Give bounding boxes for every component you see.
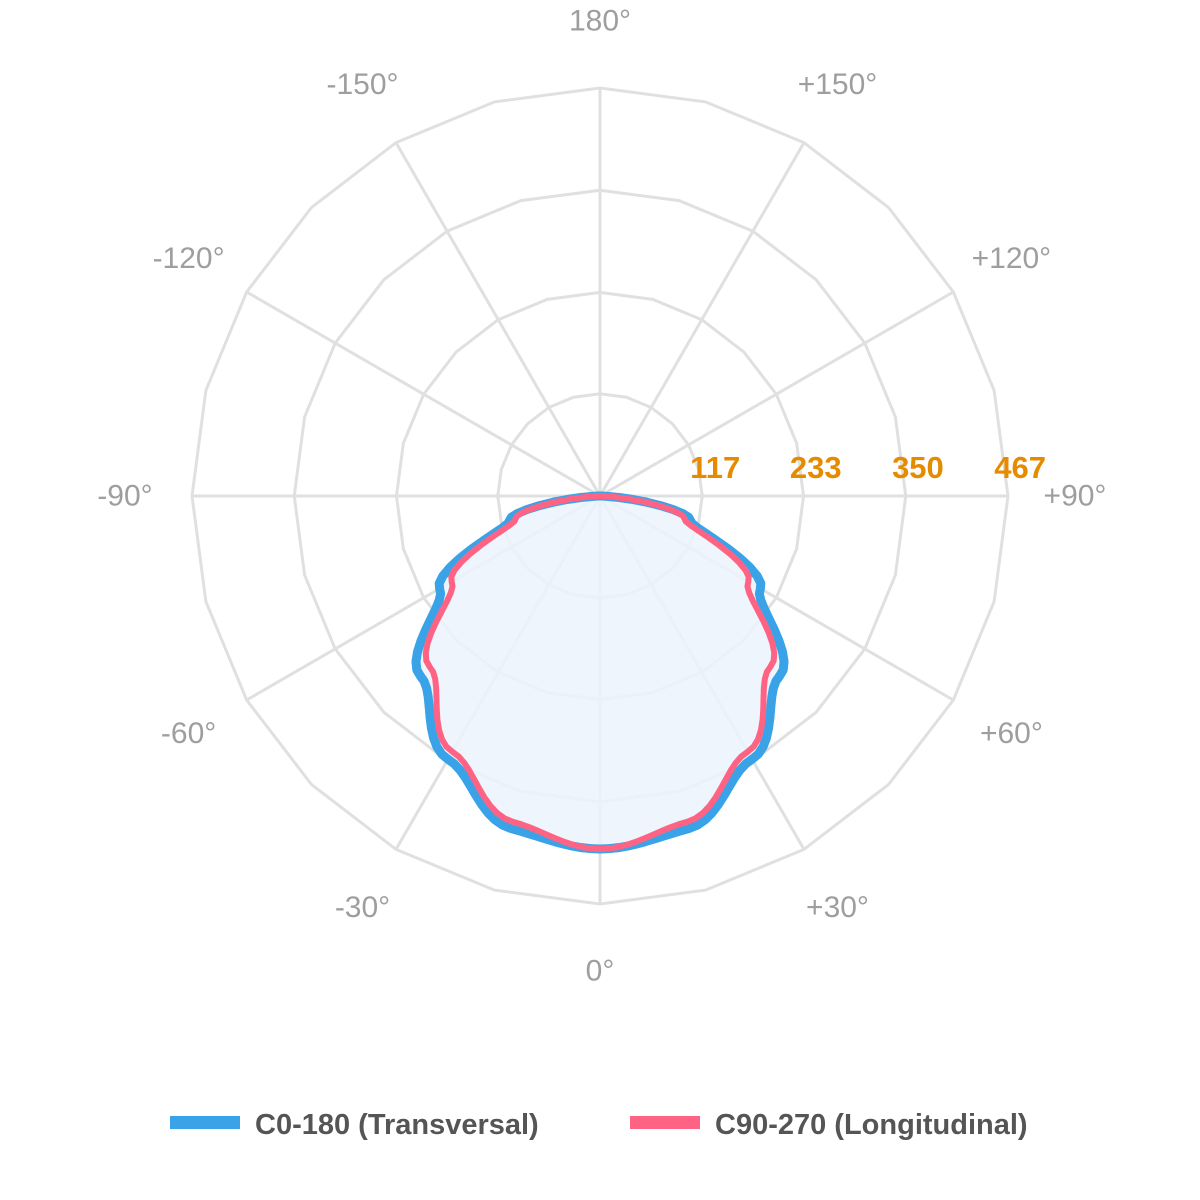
legend-label: C0-180 (Transversal) (255, 1109, 539, 1141)
angle-label: 180° (569, 5, 631, 38)
angle-label: +30° (806, 891, 869, 924)
series-fill (415, 496, 785, 849)
grid-spoke (599, 290, 955, 498)
legend-label: C90-270 (Longitudinal) (715, 1109, 1028, 1141)
angle-label: +120° (972, 242, 1052, 275)
angle-label: +150° (798, 68, 878, 101)
grid-spoke (394, 141, 602, 497)
radial-tick-label: 350 (892, 450, 944, 485)
grid-spoke (245, 290, 601, 498)
angle-label: -150° (326, 68, 398, 101)
legend-item-1[interactable]: C0-180 (Transversal) (170, 1109, 539, 1141)
radial-tick-label: 233 (790, 450, 842, 485)
radial-tick-label: 117 (690, 450, 740, 485)
angle-label: +90° (1044, 480, 1107, 513)
legend-swatch (170, 1116, 240, 1129)
grid-spoke (598, 141, 806, 497)
angle-label: +60° (980, 717, 1043, 750)
series-lines (411, 491, 789, 854)
angle-label: -120° (153, 242, 225, 275)
angle-label: -60° (161, 717, 216, 750)
series-line-2 (422, 493, 778, 852)
legend-swatch (630, 1116, 700, 1129)
legend-item-2[interactable]: C90-270 (Longitudinal) (630, 1109, 1028, 1141)
angle-label: -30° (335, 891, 390, 924)
angle-label: -90° (97, 480, 152, 513)
legend[interactable]: C0-180 (Transversal) C90-270 (Longitudina… (170, 1109, 1028, 1141)
area-fill (415, 496, 785, 849)
angle-label: 0° (586, 955, 615, 988)
axis-labels: 180° +150° +120° +90° +60° +30° 0° -30° -60° -90°… (97, 5, 1106, 988)
radial-tick-label: 467 (994, 450, 1046, 485)
